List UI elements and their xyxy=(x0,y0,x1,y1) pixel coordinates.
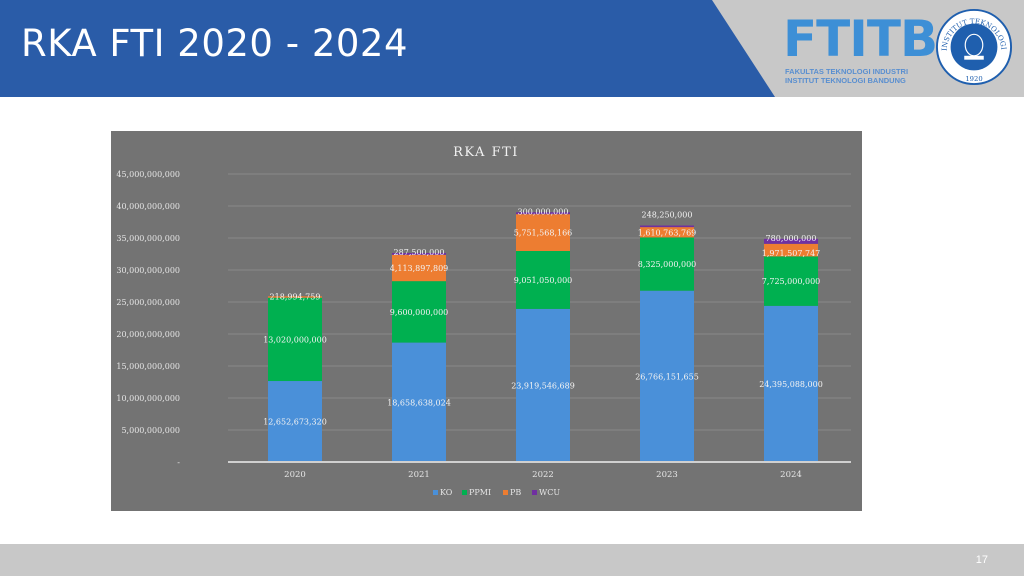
data-label-ppmi: 8,325,000,000 xyxy=(638,260,697,269)
y-tick-label: 30,000,000,000 xyxy=(116,266,180,275)
data-label-pb: 4,113,897,809 xyxy=(390,264,449,273)
bar-ko-2020 xyxy=(268,381,322,462)
footer-bar xyxy=(0,544,1024,576)
bar-pb-2024 xyxy=(764,243,818,257)
data-label-ppmi: 7,725,000,000 xyxy=(762,277,821,286)
data-label-ko: 24,395,088,000 xyxy=(759,380,823,389)
bar-ko-2021 xyxy=(392,342,446,462)
x-tick-label: 2022 xyxy=(532,470,554,480)
data-label-pb: 1,610,763,769 xyxy=(638,228,697,237)
logo-subtitle-line2: INSTITUT TEKNOLOGI BANDUNG xyxy=(785,76,906,85)
bar-ppmi-2023 xyxy=(640,237,694,291)
bar-ppmi-2020 xyxy=(268,297,322,382)
data-label-pb: 1,971,507,747 xyxy=(762,249,821,258)
x-tick-label: 2020 xyxy=(284,470,306,480)
bar-ppmi-2024 xyxy=(764,256,818,306)
bar-ko-2022 xyxy=(516,308,570,462)
chart-container: RKA FTI - 5,000,000,000 10,000,000,000 15,0… xyxy=(111,131,862,511)
bar-ko-2023 xyxy=(640,290,694,462)
legend-swatch-ko xyxy=(433,490,438,495)
bar-pb-2023 xyxy=(640,227,694,238)
data-label-ko: 26,766,151,655 xyxy=(635,372,699,381)
data-label-wcu: 780,000,000 xyxy=(766,234,817,243)
x-tick-label: 2024 xyxy=(780,470,802,480)
data-label-wcu: 287,500,000 xyxy=(394,248,445,257)
data-labels: 12,652,673,320 13,020,000,000 218,994,759 1… xyxy=(263,207,823,426)
legend-swatch-pb xyxy=(503,490,508,495)
bar-ppmi-2021 xyxy=(392,281,446,343)
y-tick-label: 10,000,000,000 xyxy=(116,394,180,403)
legend: KO PPMI PB WCU xyxy=(433,488,560,497)
slide-title: RKA FTI 2020 - 2024 xyxy=(21,22,408,65)
y-tick-label: 35,000,000,000 xyxy=(116,234,180,243)
page-number: 17 xyxy=(975,554,988,566)
seal-year: 1920 xyxy=(965,75,982,83)
data-label-pb: 5,751,568,166 xyxy=(514,229,573,238)
itb-seal-logo-icon: INSTITUT TEKNOLOGI BANDUNG 1920 xyxy=(935,8,1013,86)
data-label-ppmi: 9,051,050,000 xyxy=(514,276,573,285)
y-axis: - 5,000,000,000 10,000,000,000 15,000,000,0… xyxy=(116,170,180,467)
y-tick-label: 25,000,000,000 xyxy=(116,298,180,307)
data-label-wcu: 300,000,000 xyxy=(518,207,569,216)
data-label-wcu: 248,250,000 xyxy=(642,211,693,220)
data-label-ko: 23,919,546,689 xyxy=(511,381,575,390)
bar-ko-2024 xyxy=(764,305,818,462)
legend-swatch-ppmi xyxy=(462,490,467,495)
stacked-bar-chart: RKA FTI - 5,000,000,000 10,000,000,000 15,0… xyxy=(116,145,851,497)
y-tick-label: 40,000,000,000 xyxy=(116,202,180,211)
legend-label-ko: KO xyxy=(440,488,453,497)
ftitb-logo-wordmark: FTITB xyxy=(783,10,938,68)
legend-label-ppmi: PPMI xyxy=(469,488,491,497)
legend-label-pb: PB xyxy=(510,488,521,497)
data-label-ko: 18,658,638,024 xyxy=(387,398,451,407)
bar-pb-2022 xyxy=(516,214,570,251)
legend-swatch-wcu xyxy=(532,490,537,495)
y-tick-label: 5,000,000,000 xyxy=(121,426,180,435)
bars xyxy=(268,212,818,462)
data-label-ko: 12,652,673,320 xyxy=(263,418,327,427)
y-tick-label: 20,000,000,000 xyxy=(116,330,180,339)
chart-title: RKA FTI xyxy=(453,145,519,160)
bar-wcu-2024 xyxy=(764,238,818,244)
y-tick-label: 15,000,000,000 xyxy=(116,362,180,371)
data-label-ppmi: 9,600,000,000 xyxy=(390,308,449,317)
data-label-pb: 218,994,759 xyxy=(270,292,321,301)
ftitb-logo-subtitle: FAKULTAS TEKNOLOGI INDUSTRI INSTITUT TEK… xyxy=(785,67,908,85)
x-tick-label: 2023 xyxy=(656,470,678,480)
bar-pb-2021 xyxy=(392,254,446,282)
bar-wcu-2023 xyxy=(640,225,694,228)
x-tick-label: 2021 xyxy=(408,470,430,480)
data-label-ppmi: 13,020,000,000 xyxy=(263,335,327,344)
bar-pb-2020 xyxy=(268,296,322,298)
y-tick-label: 45,000,000,000 xyxy=(116,170,180,179)
y-tick-label: - xyxy=(177,458,180,467)
legend-label-wcu: WCU xyxy=(539,488,560,497)
bar-ppmi-2022 xyxy=(516,250,570,309)
bar-wcu-2021 xyxy=(392,252,446,255)
bar-wcu-2022 xyxy=(516,212,570,215)
header-title-band xyxy=(0,0,775,97)
logo-subtitle-line1: FAKULTAS TEKNOLOGI INDUSTRI xyxy=(785,67,909,76)
x-axis: 2020 2021 2022 2023 2024 xyxy=(228,461,851,480)
